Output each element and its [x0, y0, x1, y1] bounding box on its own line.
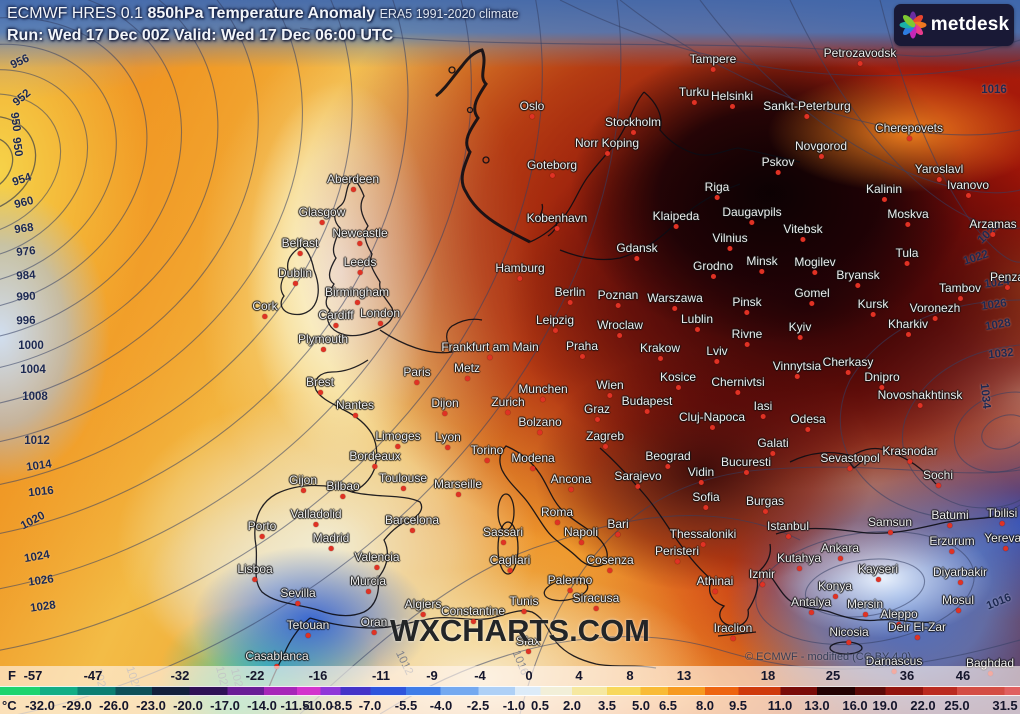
isobar-value-label: 1000 [18, 340, 44, 352]
parameter-title: 850hPa Temperature Anomaly [147, 5, 376, 22]
fahrenheit-tick: -47 [83, 668, 103, 683]
metdesk-logo-text: metdesk [930, 14, 1010, 35]
celsius-tick: 0.5 [530, 698, 550, 713]
isobar-value-label: 996 [16, 314, 36, 328]
celsius-tick: 5.0 [631, 698, 651, 713]
fahrenheit-tick: -9 [426, 668, 438, 683]
fahrenheit-tick: 18 [760, 668, 776, 683]
isobar-value-label: 1008 [22, 391, 48, 403]
fahrenheit-tick: -16 [308, 668, 328, 683]
celsius-tick: -32.0 [25, 698, 55, 713]
isobar-value-label: 1004 [20, 364, 46, 376]
celsius-tick: 19.0 [872, 698, 898, 713]
celsius-tick: 16.0 [842, 698, 868, 713]
isobar-value-label: 1016 [981, 84, 1007, 96]
celsius-tick: 11.0 [767, 698, 793, 713]
legend-celsius-row: °C -32.0 -29.0 -26.0 -23.0 -20.0 -17.0 -14.0 -11… [0, 696, 1020, 714]
celsius-tick: -4.0 [429, 698, 453, 713]
celsius-tick: -23.0 [136, 698, 166, 713]
fahrenheit-tick: 13 [676, 668, 692, 683]
celsius-tick: 8.0 [695, 698, 715, 713]
metdesk-logo: metdesk [894, 4, 1014, 46]
model-name: ECMWF HRES 0.1 [7, 5, 144, 22]
celsius-tick: 25.0 [944, 698, 970, 713]
isobar-value-label: 976 [15, 245, 37, 259]
legend-fahrenheit-row: F -57 -47 -32 -22 -16 -11 -9 -4 0 4 8 13 18 25 36 46 [0, 666, 1020, 686]
celsius-tick: -11.5 [280, 698, 310, 713]
celsius-tick: -5.5 [394, 698, 418, 713]
fahrenheit-tick: 25 [825, 668, 841, 683]
isobar-high-lines [299, 0, 1020, 714]
celsius-tick: °C [2, 698, 17, 713]
fahrenheit-tick: -11 [371, 668, 391, 683]
fahrenheit-tick: 8 [626, 668, 634, 683]
fahrenheit-tick: F [8, 668, 16, 683]
chart-title-line: ECMWF HRES 0.1 850hPa Temperature Anomal… [7, 3, 519, 25]
celsius-tick: 3.5 [597, 698, 617, 713]
fahrenheit-tick: -22 [245, 668, 265, 683]
celsius-tick: -20.0 [173, 698, 203, 713]
isobar-value-label: 990 [16, 290, 36, 304]
fahrenheit-tick: 4 [575, 668, 583, 683]
wxcharts-watermark: WXCHARTS.COM [389, 613, 651, 648]
chart-header: ECMWF HRES 0.1 850hPa Temperature Anomal… [7, 3, 519, 46]
celsius-tick: -26.0 [99, 698, 129, 713]
isobar-value-label: 950 [9, 136, 25, 158]
celsius-tick: -2.5 [466, 698, 490, 713]
celsius-tick: -1.0 [502, 698, 526, 713]
celsius-tick: -10.0 [303, 698, 333, 713]
celsius-tick: -29.0 [62, 698, 92, 713]
celsius-tick: 9.5 [728, 698, 748, 713]
fahrenheit-tick: 0 [525, 668, 533, 683]
isobar-value-label: 984 [16, 269, 36, 283]
isobar-value-label: 1012 [24, 435, 50, 447]
celsius-tick: -8.5 [329, 698, 353, 713]
celsius-tick: -7.0 [358, 698, 382, 713]
celsius-tick: 6.5 [658, 698, 678, 713]
isobar-low-ellipses [0, 0, 622, 714]
fahrenheit-tick: -32 [170, 668, 190, 683]
ecmwf-attribution: © ECMWF - modified (CC BY 4.0) [745, 651, 912, 663]
celsius-tick: 31.5 [992, 698, 1018, 713]
isobar-value-label: 950 [7, 111, 23, 133]
coastlines [254, 48, 1009, 691]
isobar-value-label: 1034 [977, 382, 993, 410]
legend-colorbar [0, 686, 1020, 696]
celsius-tick: -17.0 [210, 698, 240, 713]
fahrenheit-tick: -57 [23, 668, 43, 683]
climate-baseline: ERA5 1991-2020 climate [379, 7, 519, 21]
run-valid-line: Run: Wed 17 Dec 00Z Valid: Wed 17 Dec 06… [7, 27, 394, 44]
fahrenheit-tick: 46 [955, 668, 971, 683]
fahrenheit-tick: 36 [899, 668, 915, 683]
metdesk-pinwheel-icon [899, 11, 927, 39]
celsius-tick: 13.0 [804, 698, 830, 713]
celsius-tick: 22.0 [910, 698, 936, 713]
fahrenheit-tick: -4 [474, 668, 486, 683]
celsius-tick: 2.0 [562, 698, 582, 713]
celsius-tick: -14.0 [247, 698, 277, 713]
